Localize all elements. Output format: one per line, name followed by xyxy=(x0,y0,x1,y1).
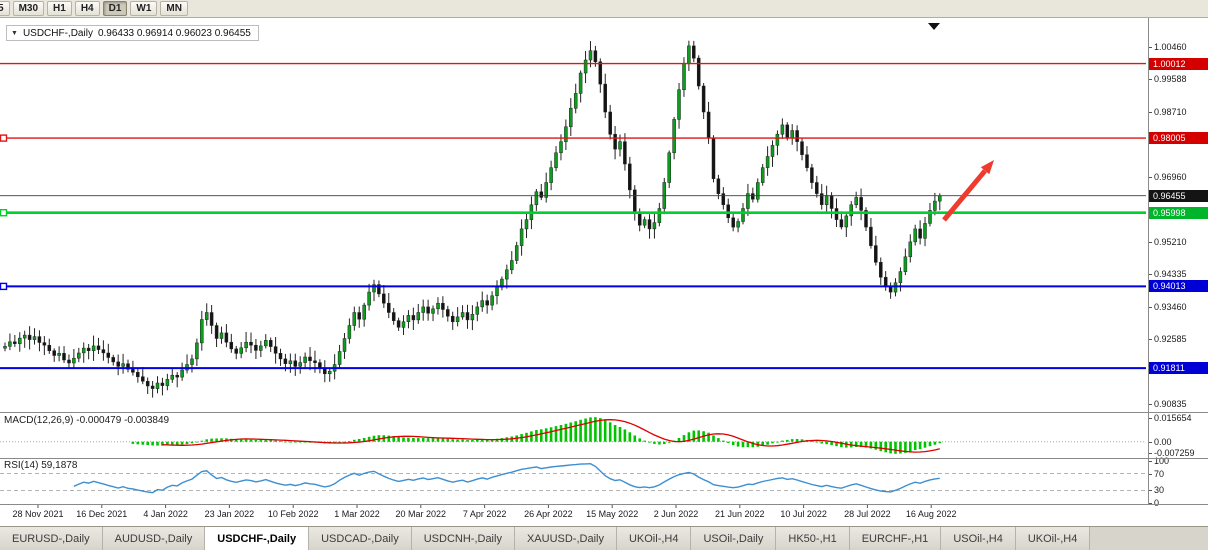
panel-divider xyxy=(0,412,1208,413)
price-axis-label: 0.94335 xyxy=(1154,269,1187,280)
rsi-indicator-label: RSI(14) 59,1878 xyxy=(4,460,77,471)
chart-tab-eurusd-daily[interactable]: EURUSD-,Daily xyxy=(0,527,103,550)
candles-layer xyxy=(3,40,942,398)
date-label: 2 Jun 2022 xyxy=(653,509,699,519)
macd-axis-label: 0.015654 xyxy=(1154,413,1192,423)
price-axis-tick xyxy=(1149,79,1152,81)
timeframe-button-mn[interactable]: MN xyxy=(160,1,188,16)
chart-tab-usoil-h4[interactable]: USOil-,H4 xyxy=(941,527,1016,550)
macd-axis-tick xyxy=(1149,453,1152,454)
price-axis-tick xyxy=(1149,111,1152,113)
chart-tab-usoil-daily[interactable]: USOil-,Daily xyxy=(691,527,777,550)
price-axis-tick xyxy=(1149,339,1152,341)
down-triangle-marker xyxy=(928,23,940,30)
macd-name: MACD(12,26,9) xyxy=(4,415,74,426)
chart-tab-eurchf-h1[interactable]: EURCHF-,H1 xyxy=(849,527,942,550)
price-axis-label: 0.99588 xyxy=(1154,74,1187,85)
date-label: 28 Jul 2022 xyxy=(844,509,891,519)
timeframe-button-h1[interactable]: H1 xyxy=(47,1,72,16)
price-axis-label: 1.00460 xyxy=(1154,41,1187,52)
date-label: 10 Feb 2022 xyxy=(267,509,319,519)
hline-handle xyxy=(0,208,8,217)
trend-arrow xyxy=(942,169,987,222)
price-axis-label: 0.90835 xyxy=(1154,399,1187,410)
price-axis-tick xyxy=(1149,46,1152,48)
rsi-axis-label: 100 xyxy=(1154,456,1170,466)
price-axis-label: 0.98710 xyxy=(1154,106,1187,117)
macd-axis-tick xyxy=(1149,441,1152,443)
time-axis[interactable]: 28 Nov 2021 16 Dec 2021 4 Jan 2022 23 Jan 2… xyxy=(0,505,1148,524)
timeframe-toolbar: 5M30H1H4D1W1MN xyxy=(0,0,1208,18)
panel-divider xyxy=(0,458,1208,459)
chart-title-box[interactable]: ▼ USDCHF-,Daily 0.96433 0.96914 0.96023 … xyxy=(6,25,259,41)
chevron-down-icon[interactable]: ▼ xyxy=(11,29,18,37)
rsi-axis-tick xyxy=(1149,503,1152,504)
macd-values: -0.000479 -0.003849 xyxy=(76,415,170,426)
rsi-axis-label: 70 xyxy=(1154,468,1165,479)
chart-tab-ukoil-h4[interactable]: UKOil-,H4 xyxy=(616,527,692,550)
date-label: 26 Apr 2022 xyxy=(524,509,573,519)
price-axis[interactable]: 1.00460 0.99588 0.98710 0.96960 0.95210 0.943… xyxy=(1148,18,1208,508)
price-tag-0.96455: 0.96455 xyxy=(1149,189,1208,202)
price-axis-tick xyxy=(1149,241,1152,243)
hline-handle xyxy=(0,282,8,291)
chart-ohlc-values: 0.96433 0.96914 0.96023 0.96455 xyxy=(97,27,251,39)
rsi-axis-tick xyxy=(1149,461,1152,462)
price-axis-label: 0.95210 xyxy=(1154,236,1187,247)
chart-tab-usdchf-daily[interactable]: USDCHF-,Daily xyxy=(205,527,310,550)
price-axis-tick xyxy=(1149,176,1152,178)
price-tag-1.00012: 1.00012 xyxy=(1149,57,1208,70)
date-label: 4 Jan 2022 xyxy=(143,509,188,519)
chart-symbol-title: USDCHF-,Daily xyxy=(22,27,93,39)
price-axis-tick xyxy=(1149,404,1152,406)
timeframe-button-5[interactable]: 5 xyxy=(0,1,10,16)
timeframe-button-d1[interactable]: D1 xyxy=(102,1,128,16)
rsi-axis-tick xyxy=(1149,473,1152,475)
date-label: 20 Mar 2022 xyxy=(395,509,447,519)
price-axis-label: 0.96960 xyxy=(1154,171,1187,182)
timeframe-button-m30[interactable]: M30 xyxy=(12,1,45,16)
rsi-axis-tick xyxy=(1149,490,1152,492)
macd-axis-tick xyxy=(1149,418,1152,419)
chart-tab-hk50-h1[interactable]: HK50-,H1 xyxy=(776,527,850,550)
rsi-value: 59,1878 xyxy=(41,460,78,471)
date-label: 7 Apr 2022 xyxy=(462,509,507,519)
chart-canvas[interactable] xyxy=(0,0,1148,525)
date-label: 23 Jan 2022 xyxy=(204,509,255,519)
price-axis-tick xyxy=(1149,306,1152,308)
price-tag-0.98005: 0.98005 xyxy=(1149,132,1208,145)
rsi-axis-label: 30 xyxy=(1154,485,1165,496)
trend-arrow-head xyxy=(980,160,994,175)
date-label: 21 Jun 2022 xyxy=(715,509,765,519)
price-tag-0.91811: 0.91811 xyxy=(1149,362,1208,375)
rsi-axis-label: 0 xyxy=(1154,498,1160,508)
date-label: 15 May 2022 xyxy=(586,509,639,519)
macd-indicator-label: MACD(12,26,9) -0.000479 -0.003849 xyxy=(4,415,169,426)
chart-tabs-bar: EURUSD-,Daily AUDUSD-,Daily USDCHF-,Daily U… xyxy=(0,526,1208,550)
chart-tab-usdcad-daily[interactable]: USDCAD-,Daily xyxy=(309,527,412,550)
timeframe-button-h4[interactable]: H4 xyxy=(74,1,100,16)
chart-tab-audusd-daily[interactable]: AUDUSD-,Daily xyxy=(102,527,206,550)
chart-tab-ukoil-h4[interactable]: UKOil-,H4 xyxy=(1015,527,1091,550)
date-label: 1 Mar 2022 xyxy=(334,509,380,519)
macd-signal-line xyxy=(162,419,940,453)
price-axis-label: 0.92585 xyxy=(1154,334,1187,345)
price-tag-0.94013: 0.94013 xyxy=(1149,280,1208,293)
date-label: 16 Dec 2021 xyxy=(76,509,128,519)
date-label: 10 Jul 2022 xyxy=(780,509,827,519)
chart-tab-usdcnh-daily[interactable]: USDCNH-,Daily xyxy=(411,527,515,550)
timeframe-button-w1[interactable]: W1 xyxy=(130,1,158,16)
date-label: 16 Aug 2022 xyxy=(905,509,957,519)
chart-tab-xauusd-daily[interactable]: XAUUSD-,Daily xyxy=(514,527,617,550)
date-label: 28 Nov 2021 xyxy=(12,509,64,519)
price-axis-tick xyxy=(1149,274,1152,276)
hline-handle xyxy=(0,134,8,142)
price-axis-label: 0.93460 xyxy=(1154,301,1187,312)
price-tag-0.95998: 0.95998 xyxy=(1149,206,1208,219)
macd-axis-label: -0.007259 xyxy=(1154,448,1195,458)
panel-divider xyxy=(0,504,1208,505)
macd-axis-label: 0.00 xyxy=(1154,436,1172,447)
rsi-name: RSI(14) xyxy=(4,460,39,471)
rsi-line xyxy=(73,462,940,494)
